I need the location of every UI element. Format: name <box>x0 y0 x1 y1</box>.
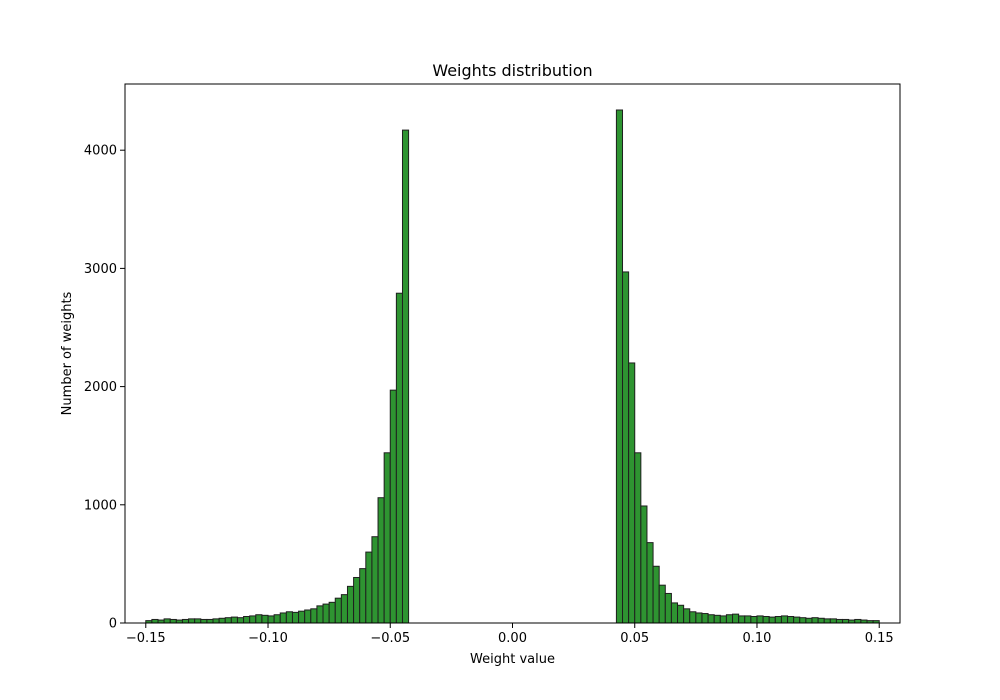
histogram-bar <box>701 613 709 624</box>
histogram-bar <box>194 618 202 624</box>
histogram-bar <box>181 618 190 624</box>
histogram-bar <box>200 618 208 624</box>
histogram-bar <box>377 497 385 624</box>
histogram-bar <box>230 616 238 624</box>
histogram-bar <box>151 618 159 624</box>
histogram-bar <box>646 542 654 624</box>
x-tick-label: −0.05 <box>370 631 410 646</box>
histogram-bar <box>340 594 348 624</box>
histogram-bar <box>768 616 776 624</box>
histogram-bars <box>145 109 880 624</box>
histogram-bar <box>328 601 336 624</box>
x-tick-label: 0.00 <box>498 631 527 646</box>
histogram-bar <box>793 616 801 624</box>
x-tick-label: −0.10 <box>248 631 288 646</box>
histogram-bar <box>780 615 789 624</box>
histogram-bar <box>677 604 685 624</box>
histogram-bar <box>395 292 403 624</box>
histogram-bar <box>243 615 251 624</box>
histogram-bar <box>206 618 214 624</box>
histogram-bar <box>334 597 342 624</box>
x-tick-label: −0.15 <box>126 631 166 646</box>
y-tick-label: 0 <box>109 617 117 632</box>
histogram-bar <box>279 612 287 624</box>
histogram-bar <box>774 615 782 624</box>
plot-area-frame <box>124 83 901 624</box>
histogram-bar <box>799 617 807 624</box>
histogram-bar <box>365 551 373 624</box>
histogram-bar <box>854 618 862 624</box>
histogram-bar <box>255 614 263 624</box>
y-tick-label: 1000 <box>84 498 117 513</box>
histogram-bar <box>310 608 318 624</box>
histogram-bar <box>817 617 825 624</box>
histogram-bar <box>249 615 257 624</box>
histogram-bar <box>756 615 764 624</box>
histogram-bar <box>628 362 636 624</box>
histogram-bar <box>224 617 232 624</box>
histogram-bar <box>652 565 660 624</box>
histogram-bar <box>188 618 196 624</box>
histogram-bar <box>805 617 813 624</box>
histogram-bar <box>298 610 306 624</box>
histogram-bar <box>212 618 220 624</box>
histogram-bar <box>835 618 844 624</box>
x-tick-label: 0.05 <box>620 631 649 646</box>
histogram-bar <box>829 618 837 624</box>
x-axis-ticks: −0.15 −0.10 −0.05 0.00 0.05 0.10 0.15 <box>126 623 894 646</box>
histogram-bar <box>401 129 410 624</box>
histogram-bar <box>670 602 679 624</box>
histogram-bar <box>842 618 850 624</box>
histogram-bar <box>719 615 727 624</box>
histogram-bar <box>273 614 281 624</box>
histogram-bar <box>683 608 691 624</box>
histogram-bar <box>371 536 379 624</box>
histogram-bar <box>811 617 819 624</box>
histogram-bar <box>359 568 367 624</box>
y-tick-label: 2000 <box>84 380 117 395</box>
histogram-bar <box>163 618 171 624</box>
histogram-bar <box>236 617 245 624</box>
histogram-bar <box>738 615 746 624</box>
histogram-bar <box>615 109 624 624</box>
histogram-bar <box>750 615 758 624</box>
histogram-bar <box>695 612 703 624</box>
histogram-bar <box>713 614 721 624</box>
histogram-bar <box>640 505 648 624</box>
y-tick-label: 4000 <box>84 144 117 159</box>
histogram-bar <box>261 614 269 624</box>
histogram-bar <box>322 603 330 624</box>
y-axis-label: Number of weights <box>60 291 75 415</box>
histogram-bar <box>383 452 391 624</box>
histogram-bar <box>823 618 831 624</box>
histogram-bar <box>622 271 630 624</box>
histogram-bar <box>291 611 300 624</box>
histogram-bar <box>732 613 740 624</box>
x-tick-label: 0.15 <box>865 631 894 646</box>
histogram-bar <box>707 614 715 624</box>
histogram-bar <box>634 452 642 624</box>
histogram-bar <box>658 584 666 624</box>
histogram-bar <box>169 618 177 624</box>
histogram-bar <box>744 615 752 624</box>
chart-title: Weights distribution <box>432 61 592 80</box>
histogram-bar <box>787 615 795 624</box>
y-tick-label: 3000 <box>84 262 117 277</box>
histogram-bar <box>353 576 361 624</box>
x-axis-label: Weight value <box>470 652 555 667</box>
histogram-bar <box>762 615 770 624</box>
histogram-bar <box>218 617 226 624</box>
histogram-bar <box>316 605 324 624</box>
histogram-bar <box>389 389 397 624</box>
histogram-bar <box>689 611 697 624</box>
histogram-bar <box>304 609 312 624</box>
histogram-bar <box>285 611 293 624</box>
histogram-bar <box>346 585 355 624</box>
histogram-bar <box>267 615 275 624</box>
histogram-bar <box>664 592 672 624</box>
histogram-bar <box>725 614 734 624</box>
y-axis-ticks: 0 1000 2000 3000 4000 <box>84 144 125 632</box>
x-tick-label: 0.10 <box>743 631 772 646</box>
